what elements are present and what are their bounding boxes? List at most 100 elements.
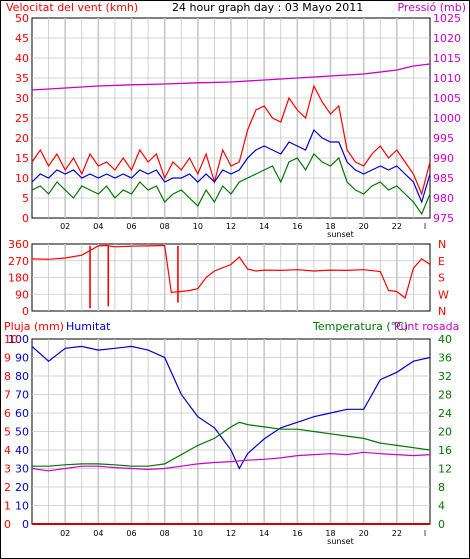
humidity-y-tick: 100 (8, 333, 29, 346)
wind-speed-y-tick: 30 (15, 92, 29, 105)
humidity-x-tick: l (424, 529, 426, 538)
humidity-x-tick: 12 (226, 529, 236, 538)
dewpoint-legend: Punt rosada (394, 320, 459, 333)
temperature-y-tick: 4 (438, 500, 445, 513)
humidity-x-tick: 14 (259, 529, 269, 538)
humidity-y-tick: 30 (15, 463, 29, 476)
pressure-y-tick: 1015 (433, 52, 461, 65)
rain-y-tick: 7 (4, 389, 11, 402)
humidity-x-tick: 06 (126, 529, 136, 538)
rain-y-tick: 1 (4, 500, 11, 513)
wind-speed-y-tick: 15 (15, 152, 29, 165)
pressure-y-tick: 975 (433, 212, 454, 225)
rain-y-tick: 2 (4, 481, 11, 494)
wind-speed-x-tick: 12 (226, 222, 236, 231)
wind-speed-x-tick: 08 (160, 222, 170, 231)
wind-speed-sunset-label: sunset (327, 230, 354, 239)
wind-speed-y-tick: 5 (22, 192, 29, 205)
temperature-y-tick: 40 (438, 333, 452, 346)
humidity-x-tick: 18 (325, 529, 335, 538)
rain-y-tick: 8 (4, 370, 11, 383)
wind-speed-x-tick: 22 (392, 222, 402, 231)
humidity-y-tick: 70 (15, 389, 29, 402)
series-punt-rosada-line (31, 451, 431, 472)
wind-speed-x-tick: 18 (325, 222, 335, 231)
series-temperatura-line (32, 421, 431, 467)
humidity-y-tick: 50 (15, 426, 29, 439)
compass-tick: N (438, 305, 446, 318)
wind-speed-y-tick: 45 (15, 32, 29, 45)
humidity-y-tick: 10 (15, 500, 29, 513)
temperature-y-tick: 24 (438, 407, 452, 420)
pressure-y-tick: 980 (433, 192, 454, 205)
compass-tick: S (438, 272, 445, 285)
humidity-sunset-label: sunset (327, 537, 354, 546)
temperature-y-tick: 8 (438, 481, 445, 494)
humidity-x-tick: 02 (60, 529, 70, 538)
compass-tick: E (438, 255, 445, 268)
rain-y-tick: 5 (4, 426, 11, 439)
humidity-x-tick: 08 (160, 529, 170, 538)
temperature-legend: Temperatura (°C) (312, 320, 408, 333)
rain-y-tick: 6 (4, 407, 11, 420)
series-gust-line (31, 84, 431, 196)
series-wind-direction-line (31, 244, 431, 300)
wind-speed-y-tick: 50 (15, 12, 29, 25)
wind-speed-x-tick: 04 (93, 222, 103, 231)
pressure-y-tick: 1025 (433, 12, 461, 25)
humidity-x-tick: 10 (193, 529, 203, 538)
wind-speed-x-tick: 06 (126, 222, 136, 231)
humidity-y-tick: 80 (15, 370, 29, 383)
wind-speed-y-tick: 0 (22, 212, 29, 225)
rain-legend: Pluja (mm) (4, 320, 64, 333)
humidity-y-tick: 20 (15, 481, 29, 494)
pressure-y-tick: 1010 (433, 72, 461, 85)
temperature-y-tick: 32 (438, 370, 452, 383)
humidity-x-tick: 20 (359, 529, 369, 538)
humidity-legend: Humitat (66, 320, 111, 333)
pressure-y-tick: 990 (433, 152, 454, 165)
wind-speed-pressure-plot: 0510152025303540455097598098599099510001… (15, 12, 461, 239)
wind-speed-x-tick: l (424, 222, 426, 231)
wind-direction-y-tick: 360 (8, 238, 29, 251)
temperature-y-tick: 12 (438, 463, 452, 476)
temperature-y-tick: 28 (438, 389, 452, 402)
wind-direction-y-tick: 270 (8, 255, 29, 268)
wind-speed-x-tick: 20 (359, 222, 369, 231)
wind-speed-x-tick: 14 (259, 222, 269, 231)
temperature-y-tick: 20 (438, 426, 452, 439)
compass-tick: N (438, 238, 446, 251)
rain-y-tick: 4 (4, 444, 11, 457)
wind-direction-y-tick: 0 (22, 305, 29, 318)
wind-speed-y-tick: 10 (15, 172, 29, 185)
pressure-axis-label: Pressió (mb) (397, 1, 466, 14)
series-average-line (31, 128, 431, 204)
series-humitat-line (31, 345, 431, 470)
temperature-y-tick: 16 (438, 444, 452, 457)
rain-y-tick: 9 (4, 352, 11, 365)
pressure-y-tick: 1005 (433, 92, 461, 105)
humidity-y-tick: 90 (15, 352, 29, 365)
temperature-y-tick: 0 (438, 518, 445, 531)
humidity-y-tick: 0 (22, 518, 29, 531)
series-pressure-line (31, 63, 431, 91)
temperature-y-tick: 36 (438, 352, 452, 365)
compass-tick: W (438, 288, 449, 301)
wind-speed-y-tick: 25 (15, 112, 29, 125)
humidity-y-tick: 60 (15, 407, 29, 420)
wind-direction-y-tick: 180 (8, 272, 29, 285)
humidity-x-tick: 04 (93, 529, 103, 538)
humidity-temperature-plot: 0102030405060708090100012345678910048121… (4, 333, 452, 546)
pressure-y-tick: 1020 (433, 32, 461, 45)
wind-speed-x-tick: 02 (60, 222, 70, 231)
wind-speed-y-tick: 40 (15, 52, 29, 65)
wind-speed-x-tick: 16 (292, 222, 302, 231)
pressure-y-tick: 995 (433, 132, 454, 145)
wind-speed-y-tick: 35 (15, 72, 29, 85)
humidity-x-tick: 22 (392, 529, 402, 538)
wind-speed-x-tick: 10 (193, 222, 203, 231)
pressure-y-tick: 1000 (433, 112, 461, 125)
wind-speed-axis-label: Velocitat del vent (kmh) (6, 1, 138, 14)
